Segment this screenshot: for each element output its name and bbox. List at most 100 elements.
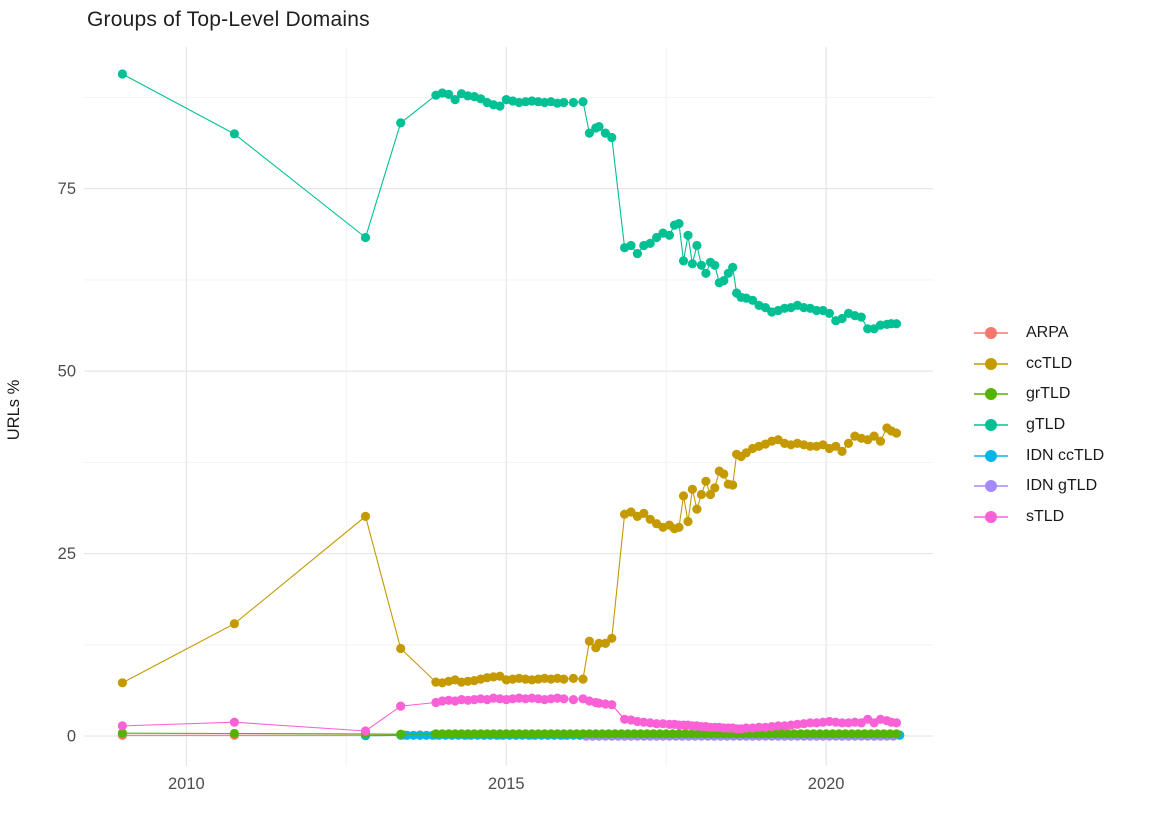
data-point [229, 717, 239, 727]
data-point [885, 729, 895, 739]
data-point [437, 729, 447, 739]
data-point [584, 636, 595, 646]
data-point [840, 729, 850, 739]
data-point [843, 438, 854, 448]
series-sTLD [117, 693, 902, 736]
data-point [597, 729, 607, 739]
data-point [674, 219, 684, 229]
data-point [808, 729, 819, 739]
data-point [796, 729, 806, 739]
data-point [396, 729, 406, 739]
data-point [469, 729, 479, 739]
data-point [559, 97, 569, 108]
data-point [456, 729, 467, 739]
data-point [568, 695, 579, 705]
data-point [117, 678, 127, 688]
data-point [572, 729, 582, 739]
data-point [360, 726, 371, 736]
legend-label: grTLD [1026, 385, 1071, 403]
legend-key-icon [974, 480, 1008, 493]
data-point [648, 729, 659, 739]
data-point [692, 504, 702, 514]
legend-item-sTLD: sTLD [974, 502, 1104, 533]
data-point [693, 729, 703, 739]
data-point [770, 729, 780, 739]
data-point [117, 69, 127, 79]
data-point [859, 729, 870, 739]
legend-key-icon [974, 449, 1008, 462]
data-point [559, 729, 569, 739]
legend-item-IDN-gTLD: IDN gTLD [974, 471, 1104, 502]
legend-item-gTLD: gTLD [974, 410, 1104, 441]
data-point [834, 729, 844, 739]
data-point [783, 729, 793, 739]
x-tick-label: 2020 [808, 775, 845, 793]
legend-item-grTLD: grTLD [974, 379, 1104, 410]
data-point [828, 729, 838, 739]
data-point [652, 232, 662, 243]
legend: ARPA ccTLD grTLD gTLD IDN ccTLD IDN gTLD sTLD [974, 318, 1104, 532]
data-point [229, 129, 239, 139]
data-point [674, 522, 684, 532]
data-point [552, 729, 563, 739]
data-point [360, 511, 371, 521]
data-point [604, 729, 614, 739]
legend-key-icon [974, 510, 1008, 523]
data-point [229, 728, 239, 739]
x-tick-label: 2015 [488, 775, 525, 793]
data-point [728, 480, 738, 490]
data-point [229, 619, 239, 629]
data-point [678, 491, 689, 501]
data-point [875, 436, 886, 446]
data-point [802, 729, 812, 739]
legend-item-ccTLD: ccTLD [974, 349, 1104, 380]
legend-label: sTLD [1026, 507, 1065, 525]
data-point [578, 97, 588, 107]
data-point [527, 729, 537, 739]
data-point [831, 441, 841, 451]
data-point [866, 729, 876, 739]
data-point [476, 729, 486, 739]
series-grTLD [117, 728, 902, 739]
data-point [540, 729, 550, 739]
legend-key-icon [974, 419, 1008, 432]
data-point [488, 729, 499, 739]
data-point [692, 240, 702, 251]
data-point [565, 729, 575, 739]
data-point [610, 729, 620, 739]
data-point [520, 729, 531, 739]
data-point [668, 729, 678, 739]
data-point [396, 701, 406, 711]
data-point [482, 729, 492, 739]
data-point [891, 319, 902, 329]
data-point [837, 313, 847, 324]
legend-key-icon [974, 388, 1008, 401]
y-tick-label: 75 [58, 180, 76, 198]
y-tick-label: 25 [58, 545, 76, 563]
data-point [773, 721, 783, 731]
data-point [117, 728, 127, 738]
data-point [360, 232, 371, 243]
data-point [687, 484, 698, 494]
legend-label: gTLD [1026, 416, 1066, 434]
data-point [674, 729, 684, 739]
data-point [705, 489, 716, 500]
data-point [805, 718, 815, 728]
legend-label: IDN gTLD [1026, 477, 1098, 495]
legend-key-icon [974, 357, 1008, 370]
data-point [632, 249, 643, 259]
data-point [687, 259, 698, 269]
data-point [805, 441, 815, 451]
data-point [594, 122, 604, 132]
legend-label: ARPA [1026, 324, 1069, 342]
legend-item-IDN-ccTLD: IDN ccTLD [974, 440, 1104, 471]
data-point [514, 729, 524, 739]
data-point [495, 101, 505, 111]
data-point [607, 633, 617, 643]
data-point [559, 674, 569, 684]
data-point [815, 729, 825, 739]
data-point [687, 729, 697, 739]
data-point [719, 276, 729, 286]
data-point [891, 718, 902, 728]
